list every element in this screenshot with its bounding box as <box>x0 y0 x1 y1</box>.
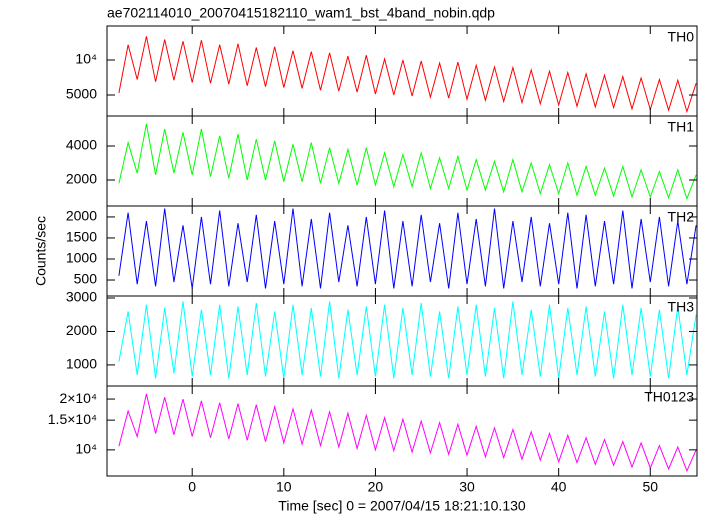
x-tick-label: 30 <box>459 479 475 495</box>
series-line <box>118 36 697 114</box>
panel-label: TH0123 <box>644 389 694 405</box>
y-tick-label: 1000 <box>66 356 97 372</box>
y-tick-label: 10⁴ <box>75 441 97 457</box>
x-tick-label: 20 <box>368 479 384 495</box>
x-tick-label: 40 <box>551 479 567 495</box>
y-tick-label: 2000 <box>66 322 97 338</box>
y-tick-label: 2000 <box>66 171 97 187</box>
y-tick-label: 4000 <box>66 137 97 153</box>
x-axis-label: Time [sec] 0 = 2007/04/15 18:21:10.130 <box>278 498 526 514</box>
y-tick-label: 5000 <box>66 86 97 102</box>
y-tick-label: 1500 <box>66 229 97 245</box>
panel-label: TH2 <box>668 209 695 225</box>
y-tick-label: 3000 <box>66 289 97 305</box>
series-line <box>118 123 697 201</box>
panel-label: TH0 <box>668 29 695 45</box>
y-tick-label: 1.5×10⁴ <box>48 411 97 427</box>
series-line <box>118 208 697 289</box>
x-tick-label: 0 <box>188 479 196 495</box>
y-tick-label: 2×10⁴ <box>59 390 97 406</box>
chart-title: ae702114010_20070415182110_wam1_bst_4ban… <box>107 5 495 21</box>
series-line <box>118 393 697 473</box>
y-tick-label: 1000 <box>66 250 97 266</box>
y-axis-label: Counts/sec <box>33 216 49 286</box>
y-tick-label: 2000 <box>66 208 97 224</box>
y-tick-label: 10⁴ <box>75 51 97 67</box>
y-tick-label: 500 <box>74 271 98 287</box>
panel-label: TH3 <box>668 299 695 315</box>
panel-label: TH1 <box>668 119 695 135</box>
panel-frame <box>106 385 698 477</box>
x-tick-label: 10 <box>276 479 292 495</box>
series-line <box>118 301 697 379</box>
x-tick-label: 50 <box>642 479 658 495</box>
